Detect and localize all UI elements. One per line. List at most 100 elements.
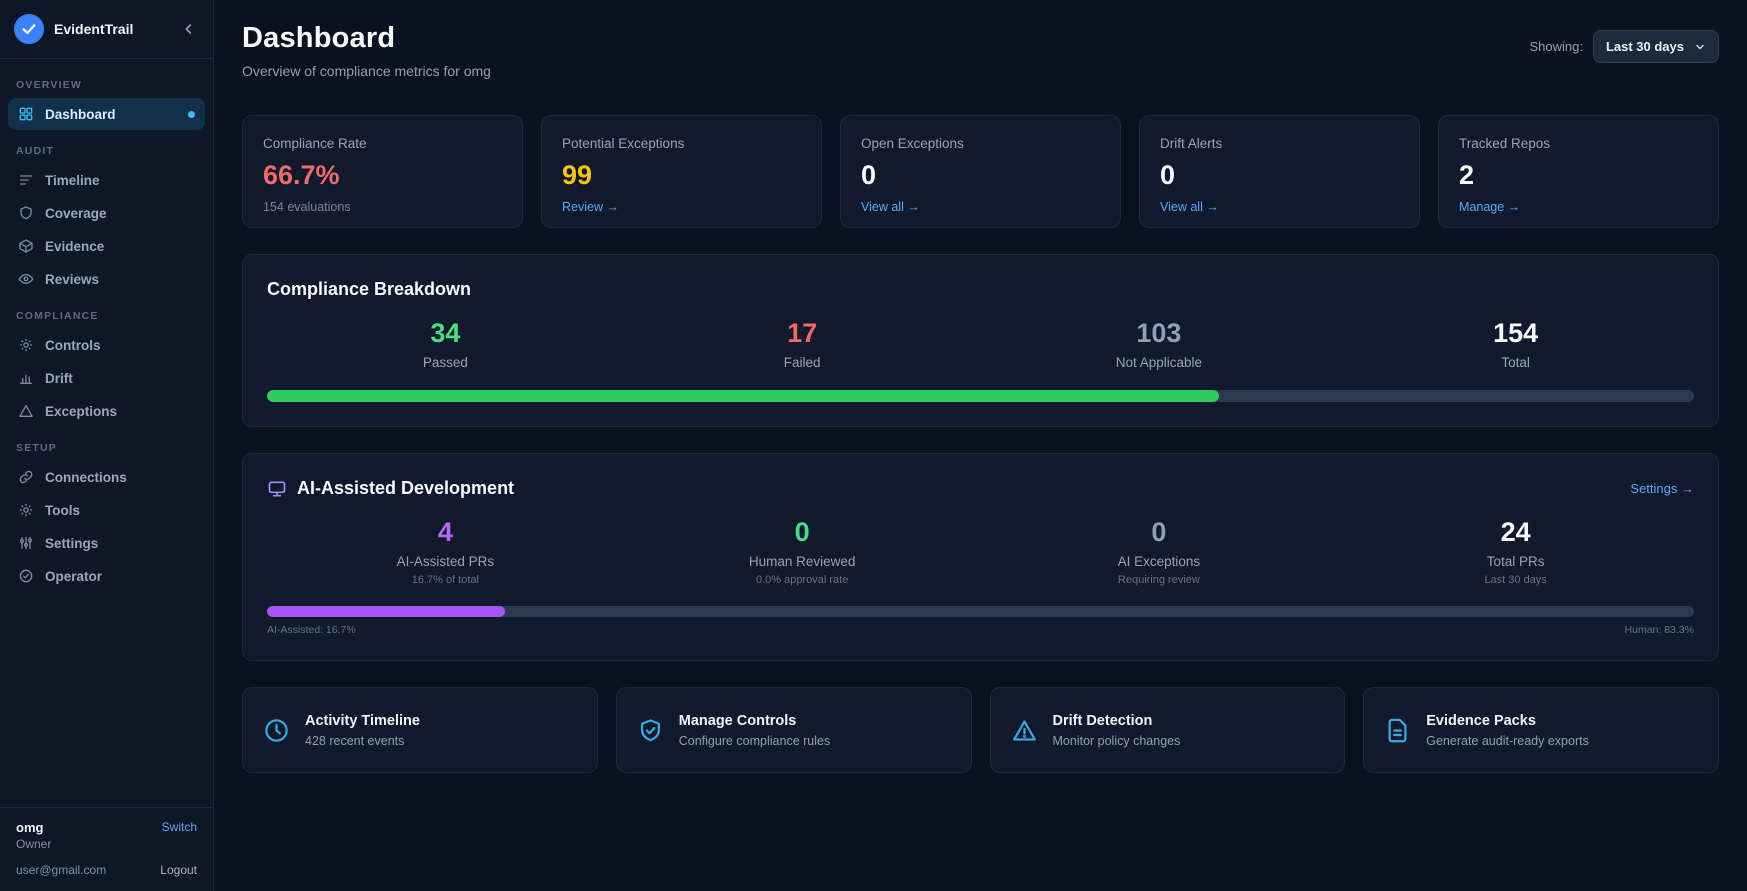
main-content: Dashboard Overview of compliance metrics… — [214, 0, 1747, 891]
switch-org-link[interactable]: Switch — [161, 820, 197, 834]
metric-label: Passed — [422, 355, 468, 370]
metric-value: 0 — [1151, 517, 1167, 547]
sidebar-item-coverage[interactable]: Coverage — [8, 197, 205, 229]
grid-icon — [18, 106, 34, 122]
sidebar-item-connections[interactable]: Connections — [8, 461, 205, 493]
ai-settings-link[interactable]: Settings → — [1630, 481, 1694, 496]
page-title: Dashboard — [242, 22, 396, 54]
shield-icon — [18, 205, 34, 221]
sidebar-item-reviews[interactable]: Reviews — [8, 263, 205, 295]
metric-label: Total — [1501, 355, 1530, 370]
date-range-select[interactable]: Last 30 days — [1592, 30, 1719, 63]
sidebar: EvidentTrail OVERVIEW Dashboard AUDIT Ti… — [0, 0, 214, 891]
org-name: omg — [16, 820, 44, 835]
sidebar-item-controls[interactable]: Controls — [8, 329, 205, 361]
sidebar-collapse-button[interactable] — [179, 19, 199, 39]
action-subtext: Configure compliance rules — [678, 733, 831, 748]
page-subtitle: Overview of compliance metrics for omg — [242, 63, 491, 79]
shield-check-icon — [637, 717, 664, 744]
metric-value: 0 — [794, 517, 810, 547]
metric-value: 154 — [1493, 318, 1539, 348]
metric-passed: 34 Passed — [267, 318, 624, 370]
review-link[interactable]: Review → — [562, 200, 619, 214]
action-card-drift-detection[interactable]: Drift Detection Monitor policy changes — [989, 687, 1346, 773]
sidebar-item-label: Dashboard — [45, 106, 116, 122]
bar-chart-icon — [18, 370, 34, 386]
manage-link[interactable]: Manage → — [1459, 200, 1521, 214]
sidebar-nav: OVERVIEW Dashboard AUDIT Timeline Covera… — [0, 59, 213, 807]
ai-progress-bar — [267, 606, 1694, 617]
stat-card-drift-alerts: Drift Alerts 0 View all → — [1139, 115, 1420, 228]
stat-label: Open Exceptions — [861, 136, 964, 151]
panel-title: AI-Assisted Development — [297, 478, 515, 498]
sidebar-item-label: Operator — [45, 568, 103, 584]
sidebar-item-label: Tools — [45, 502, 80, 518]
chevron-down-icon — [1696, 44, 1704, 49]
clock-icon — [263, 717, 290, 744]
metric-ai-assisted-prs: 4 AI-Assisted PRs 16.7% of total — [267, 517, 624, 586]
sidebar-item-settings[interactable]: Settings — [8, 527, 205, 559]
metric-subtext: 0.0% approval rate — [755, 574, 849, 586]
metric-label: AI Exceptions — [1117, 554, 1201, 569]
stat-label: Drift Alerts — [1160, 136, 1223, 151]
nav-section-setup: SETUP — [16, 442, 58, 454]
ai-progress-fill — [267, 606, 506, 617]
sidebar-item-label: Reviews — [45, 271, 100, 287]
sidebar-item-tools[interactable]: Tools — [8, 494, 205, 526]
user-email: user@gmail.com — [16, 863, 107, 877]
stat-value: 0 — [861, 160, 877, 190]
sidebar-item-label: Coverage — [45, 205, 107, 221]
sidebar-header: EvidentTrail — [0, 0, 213, 59]
monitor-icon — [267, 479, 287, 499]
action-card-evidence-packs[interactable]: Evidence Packs Generate audit-ready expo… — [1363, 687, 1719, 773]
action-cards-row: Activity Timeline 428 recent events Mana… — [242, 687, 1719, 773]
user-role: Owner — [16, 837, 52, 851]
metric-failed: 17 Failed — [624, 318, 981, 370]
metric-total: 154 Total — [1337, 318, 1694, 370]
page-header: Dashboard Overview of compliance metrics… — [242, 22, 1719, 79]
nav-section-audit: AUDIT — [16, 145, 55, 157]
metric-human-reviewed: 0 Human Reviewed 0.0% approval rate — [624, 517, 981, 586]
action-subtext: Generate audit-ready exports — [1426, 733, 1589, 748]
sidebar-item-operator[interactable]: Operator — [8, 560, 205, 592]
sidebar-item-dashboard[interactable]: Dashboard — [8, 98, 205, 130]
app-logo-check-icon — [14, 14, 44, 44]
sidebar-item-label: Timeline — [45, 172, 100, 188]
sidebar-item-evidence[interactable]: Evidence — [8, 230, 205, 262]
compliance-progress-fill — [267, 390, 1219, 402]
sidebar-item-timeline[interactable]: Timeline — [8, 164, 205, 196]
gear-icon — [18, 502, 34, 518]
action-card-activity-timeline[interactable]: Activity Timeline 428 recent events — [242, 687, 598, 773]
metric-ai-exceptions: 0 AI Exceptions Requiring review — [981, 517, 1338, 586]
action-card-manage-controls[interactable]: Manage Controls Configure compliance rul… — [615, 687, 972, 773]
metric-not-applicable: 103 Not Applicable — [981, 318, 1338, 370]
stat-label: Potential Exceptions — [562, 136, 685, 151]
sidebar-item-drift[interactable]: Drift — [8, 362, 205, 394]
metric-value: 34 — [430, 318, 461, 348]
metric-value: 103 — [1136, 318, 1182, 348]
file-text-icon — [1384, 717, 1411, 744]
metric-subtext: 16.7% of total — [411, 574, 480, 586]
logout-link[interactable]: Logout — [160, 863, 197, 877]
metric-subtext: Requiring review — [1117, 574, 1200, 586]
badge-check-icon — [18, 568, 34, 584]
stat-card-potential-exceptions: Potential Exceptions 99 Review → — [541, 115, 822, 228]
metric-label: Total PRs — [1486, 554, 1545, 569]
action-subtext: 428 recent events — [305, 733, 405, 748]
view-all-link[interactable]: View all → — [1160, 200, 1219, 214]
sidebar-item-exceptions[interactable]: Exceptions — [8, 395, 205, 427]
active-dot-indicator — [188, 110, 195, 118]
action-title: Manage Controls — [678, 712, 797, 729]
sidebar-footer: omg Owner Switch user@gmail.com Logout — [0, 807, 213, 891]
sliders-icon — [18, 535, 34, 551]
stat-value: 99 — [562, 160, 593, 190]
sidebar-item-label: Drift — [45, 370, 73, 386]
stat-value: 66.7% — [263, 160, 340, 190]
alert-triangle-icon — [18, 403, 34, 419]
view-all-link[interactable]: View all → — [861, 200, 920, 214]
compliance-breakdown-panel: Compliance Breakdown 34 Passed 17 Failed… — [242, 254, 1719, 427]
stat-card-compliance-rate: Compliance Rate 66.7% 154 evaluations — [242, 115, 523, 228]
sidebar-item-label: Settings — [45, 535, 99, 551]
ai-bar-left-caption: AI-Assisted: 16.7% — [267, 624, 356, 636]
stat-subtext: 154 evaluations — [263, 200, 351, 214]
